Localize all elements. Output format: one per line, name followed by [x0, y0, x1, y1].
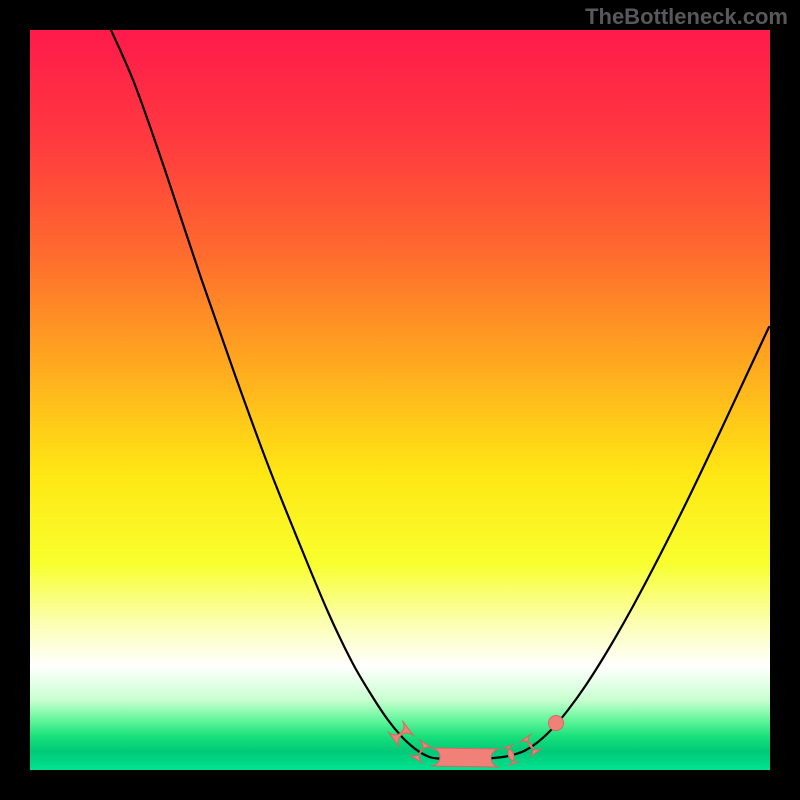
- chart-frame: TheBottleneck.com: [0, 0, 800, 800]
- watermark-text: TheBottleneck.com: [585, 4, 788, 30]
- marker-dot: [549, 716, 564, 731]
- plot-area: [30, 30, 770, 770]
- marker-pill: [431, 748, 500, 767]
- chart-svg: [0, 0, 800, 800]
